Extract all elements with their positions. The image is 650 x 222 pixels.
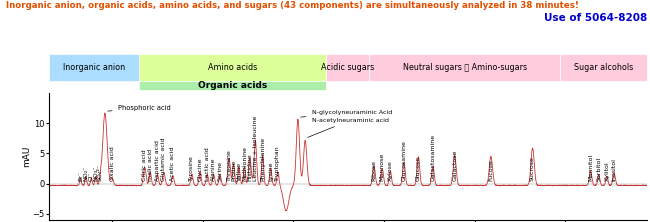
Text: Threonine: Threonine	[227, 149, 231, 181]
Text: Phosphoric acid: Phosphoric acid	[108, 105, 170, 111]
Text: Histidine: Histidine	[248, 153, 252, 181]
Text: Proline: Proline	[231, 159, 236, 181]
Text: Cl⁻: Cl⁻	[89, 171, 94, 181]
Text: Leucine + Isoleucine: Leucine + Isoleucine	[253, 115, 258, 181]
Text: Lysine: Lysine	[268, 161, 273, 181]
Text: Phenylalanine: Phenylalanine	[260, 137, 265, 181]
Text: Organic acids: Organic acids	[198, 81, 267, 90]
Text: Acetic acid: Acetic acid	[170, 146, 176, 181]
Text: Sorbitol: Sorbitol	[596, 156, 601, 181]
Text: N-acetylneuraminic acid: N-acetylneuraminic acid	[307, 118, 389, 137]
Text: Inositol: Inositol	[612, 158, 617, 181]
Text: Inorganic anion, organic acids, amino acids, and sugars (43 components) are simu: Inorganic anion, organic acids, amino ac…	[6, 1, 579, 10]
Text: Valine: Valine	[237, 162, 242, 181]
Text: Xylitol: Xylitol	[604, 161, 610, 181]
Text: NO₃⁻: NO₃⁻	[94, 165, 98, 181]
Text: Sugar alcohols: Sugar alcohols	[574, 63, 633, 72]
Text: Xylose: Xylose	[388, 160, 393, 181]
Text: Methionine: Methionine	[242, 146, 247, 181]
Text: Tryptophan: Tryptophan	[276, 145, 281, 181]
Text: Serine: Serine	[218, 161, 222, 181]
Text: Mannitol: Mannitol	[588, 153, 593, 181]
Text: Tyrosine: Tyrosine	[189, 155, 194, 181]
Text: malic acid: malic acid	[148, 149, 153, 181]
Y-axis label: mAU: mAU	[22, 146, 31, 167]
Text: Sucrose: Sucrose	[530, 156, 535, 181]
Text: Galactose: Galactose	[452, 149, 457, 181]
Text: Glutamic acid: Glutamic acid	[161, 137, 166, 181]
Text: Acidic sugars: Acidic sugars	[321, 63, 374, 72]
Text: Aspartic acid: Aspartic acid	[155, 140, 160, 181]
Text: Br⁻: Br⁻	[78, 170, 83, 181]
Text: Citric acid: Citric acid	[142, 149, 148, 181]
Text: SO₄²⁻: SO₄²⁻	[98, 163, 103, 181]
Text: Use of 5064-8208: Use of 5064-8208	[543, 13, 647, 23]
Text: Mannose: Mannose	[380, 152, 385, 181]
Text: Glucosamine: Glucosamine	[402, 140, 406, 181]
Text: Neutral sugars ・ Amino-sugars: Neutral sugars ・ Amino-sugars	[402, 63, 526, 72]
Text: Glycine: Glycine	[198, 157, 203, 181]
Text: Amino acids: Amino acids	[208, 63, 257, 72]
Text: Glucose: Glucose	[416, 155, 421, 181]
Text: Fucose: Fucose	[488, 159, 493, 181]
Text: Alanine: Alanine	[211, 157, 216, 181]
Text: Inorganic anion: Inorganic anion	[63, 63, 125, 72]
Text: Lactic acid: Lactic acid	[205, 147, 210, 181]
Text: Galactosamine: Galactosamine	[430, 133, 436, 181]
Text: N-glycolyneuraminic Acid: N-glycolyneuraminic Acid	[301, 110, 392, 117]
Text: Ribose: Ribose	[372, 160, 376, 181]
Text: Oxalic acid: Oxalic acid	[110, 146, 114, 181]
Text: NO₂⁻: NO₂⁻	[83, 165, 88, 181]
